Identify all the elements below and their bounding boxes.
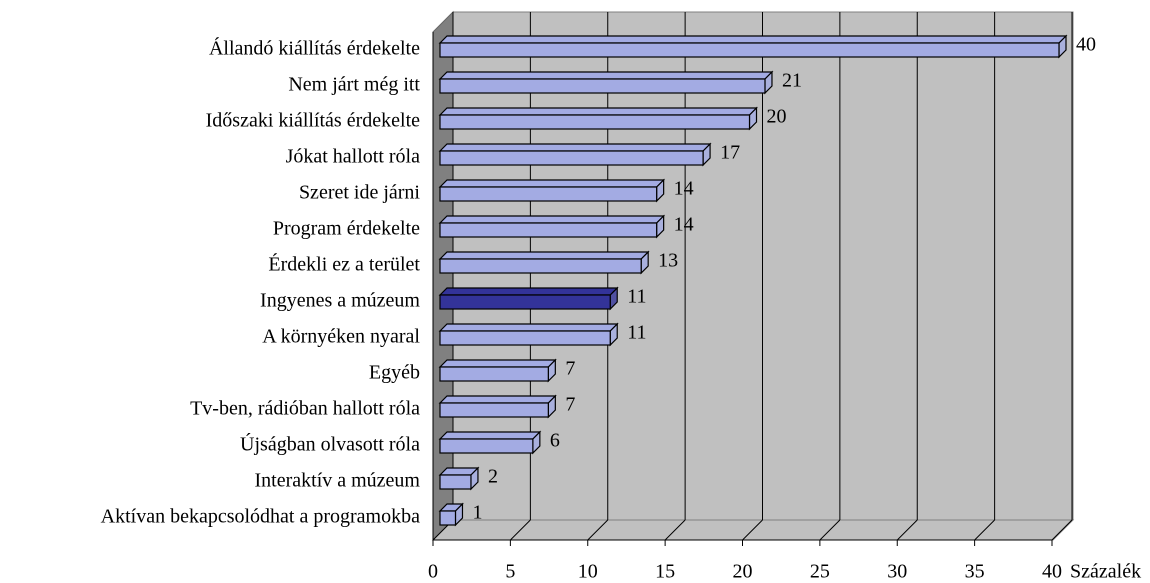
value-label: 13: [658, 250, 678, 272]
value-label: 11: [627, 286, 646, 308]
x-tick-label: 25: [810, 561, 830, 583]
x-tick-label: 40: [1042, 561, 1062, 583]
value-label: 14: [674, 214, 694, 236]
bar: [439, 222, 658, 238]
x-tick-label: 5: [505, 561, 515, 583]
value-label: 14: [674, 178, 694, 200]
bar: [439, 438, 534, 454]
value-label: 6: [550, 430, 560, 452]
floor-grid-line: [742, 519, 763, 541]
bar-top: [438, 287, 619, 296]
value-label: 21: [782, 70, 802, 92]
value-label: 7: [565, 394, 575, 416]
floor-grid-line: [1051, 519, 1073, 541]
value-label: 1: [472, 502, 482, 524]
bar-top: [438, 359, 557, 368]
y-tick-label: A környéken nyaral: [262, 326, 420, 348]
y-tick-label: Szeret ide járni: [299, 182, 420, 204]
x-axis-label: Százalék: [1070, 561, 1141, 583]
floor-grid-line: [664, 519, 686, 541]
bar: [439, 402, 549, 418]
y-tick-label: Jókat hallott róla: [286, 146, 421, 168]
bar: [439, 150, 704, 166]
bar: [439, 510, 457, 526]
bar: [439, 366, 549, 382]
floor-grid-line: [510, 519, 531, 541]
y-tick-label: Egyéb: [369, 362, 420, 384]
bar-top: [438, 323, 619, 332]
x-tick-label: 0: [428, 561, 438, 583]
bar-top: [438, 71, 774, 80]
bar: [439, 474, 472, 490]
x-tick-label: 35: [965, 561, 985, 583]
x-tick-label: 15: [655, 561, 675, 583]
y-tick-label: Időszaki kiállítás érdekelte: [206, 110, 420, 132]
bar-top: [438, 215, 666, 224]
value-label: 17: [720, 142, 740, 164]
bar: [439, 258, 642, 274]
bar: [439, 294, 611, 310]
value-label: 40: [1076, 34, 1096, 56]
bar-top: [438, 395, 557, 404]
bar-top: [438, 431, 542, 440]
floor-grid-line: [819, 519, 841, 541]
bar-top: [438, 179, 666, 188]
y-tick-label: Állandó kiállítás érdekelte: [209, 37, 420, 60]
y-tick-label: Interaktív a múzeum: [255, 470, 421, 492]
bar-top: [438, 107, 758, 116]
x-tick-label: 20: [733, 561, 753, 583]
value-label: 2: [488, 466, 498, 488]
bar: [439, 78, 766, 94]
value-label: 7: [565, 358, 575, 380]
y-tick-label: Nem járt még itt: [288, 74, 420, 96]
bar-top: [438, 143, 712, 152]
y-tick-label: Aktívan bekapcsolódhat a programokba: [101, 506, 420, 528]
floor-grid-line: [587, 519, 609, 541]
floor-grid-line: [974, 519, 995, 541]
y-tick-label: Újságban olvasott róla: [240, 432, 420, 456]
bar: [439, 330, 611, 346]
bar: [439, 42, 1060, 58]
x-tick-label: 30: [887, 561, 907, 583]
y-tick-label: Ingyenes a múzeum: [260, 290, 420, 312]
bar-top: [438, 251, 650, 260]
value-label: 11: [627, 322, 646, 344]
y-tick-label: Program érdekelte: [273, 218, 420, 240]
y-tick-label: Érdekli ez a terület: [268, 253, 420, 276]
x-tick-label: 10: [578, 561, 598, 583]
bar: [439, 114, 751, 130]
bar: [439, 186, 658, 202]
floor-grid-line: [896, 519, 918, 541]
value-label: 20: [767, 106, 787, 128]
bar-top: [438, 35, 1068, 44]
y-tick-label: Tv-ben, rádióban hallott róla: [190, 398, 420, 420]
